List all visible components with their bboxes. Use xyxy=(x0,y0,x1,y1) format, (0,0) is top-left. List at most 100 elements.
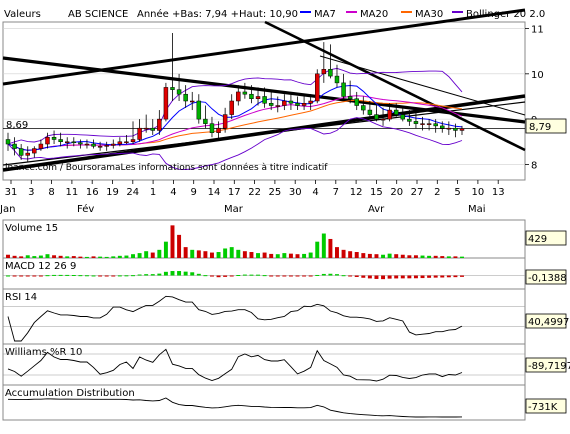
macd-bar xyxy=(150,274,155,276)
volume-bar xyxy=(427,255,432,258)
macd-bar xyxy=(65,274,70,276)
candle-body xyxy=(222,114,228,129)
volume-bar xyxy=(150,252,155,258)
volume-bar xyxy=(361,253,366,258)
price-panel-frame xyxy=(2,21,526,181)
x-month-label: Mar xyxy=(224,204,244,215)
macd-bar xyxy=(315,274,320,276)
trendline xyxy=(264,20,526,152)
macd-bar xyxy=(223,275,228,277)
x-tick-label: 27 xyxy=(411,187,424,198)
candle-body xyxy=(347,96,353,99)
macd-bar xyxy=(52,274,57,276)
macd-bar xyxy=(12,275,17,277)
ma7-line xyxy=(7,84,463,151)
legend: MA7 MA20 MA30 Bollinger 20 2.0 xyxy=(300,9,545,20)
indicator-panel-title: Accumulation Distribution xyxy=(5,388,135,399)
trendline xyxy=(319,55,526,116)
macd-bar xyxy=(420,275,425,279)
candle-body xyxy=(282,100,287,106)
volume-bar xyxy=(52,255,57,258)
candle-body xyxy=(446,127,452,130)
volume-bar xyxy=(335,247,339,258)
legend-swatch-ma20 xyxy=(346,11,357,13)
macd-bar xyxy=(25,275,30,277)
candle-body xyxy=(328,69,333,77)
indicator-value: -731K xyxy=(528,402,558,413)
candle-body xyxy=(216,127,221,133)
candle-body xyxy=(255,96,261,99)
candle-body xyxy=(341,82,346,97)
volume-bar xyxy=(413,255,418,258)
legend-label-ma20: MA20 xyxy=(360,9,388,20)
macd-bar xyxy=(453,275,458,278)
x-tick-label: 13 xyxy=(492,187,505,198)
macd-bar xyxy=(460,275,464,277)
candle-body xyxy=(295,103,300,106)
macd-bar xyxy=(269,275,274,277)
volume-bar xyxy=(183,247,188,258)
candle-body xyxy=(229,100,234,115)
volume-bar xyxy=(58,255,63,258)
candle-body xyxy=(236,91,241,102)
header-name: AB SCIENCE xyxy=(68,9,128,20)
volume-bar xyxy=(203,251,208,258)
candle-body xyxy=(170,87,175,90)
x-tick-label: 14 xyxy=(208,187,221,198)
volume-bar xyxy=(460,256,464,258)
indicator-panel-title: Volume 15 xyxy=(5,223,58,234)
candle-body xyxy=(413,121,419,124)
volume-bar xyxy=(137,253,142,258)
x-month-label: Jan xyxy=(0,204,15,215)
indicator-value: 429 xyxy=(528,234,547,245)
volume-bar xyxy=(341,249,346,258)
macd-bar xyxy=(321,273,326,276)
candle-body xyxy=(130,139,136,143)
macd-bar xyxy=(104,275,109,277)
watermark: inance.com / BoursoramaLes informations … xyxy=(5,162,328,173)
x-tick-label: 5 xyxy=(454,187,460,198)
volume-bar xyxy=(249,252,254,258)
macd-bar xyxy=(157,273,162,276)
indicator-value-box xyxy=(525,357,567,373)
macd-bar xyxy=(387,275,392,279)
volume-bar xyxy=(190,249,195,258)
volume-bar xyxy=(315,241,320,258)
macd-bar xyxy=(98,275,103,277)
volume-bar xyxy=(394,254,399,258)
volume-bar xyxy=(78,256,83,258)
macd-bar xyxy=(262,275,267,277)
volume-bar xyxy=(117,255,122,258)
macd-bar xyxy=(256,274,261,276)
volume-bar xyxy=(6,254,10,258)
x-tick-label: 25 xyxy=(269,187,282,198)
price-y-tick-label: 10 xyxy=(531,70,544,81)
volume-bar xyxy=(433,255,438,258)
macd-bar xyxy=(236,274,241,276)
macd-bar xyxy=(348,275,353,277)
price-grid xyxy=(3,28,525,165)
macd-bar xyxy=(163,271,168,276)
candle-body xyxy=(361,105,366,111)
volume-bar xyxy=(98,256,103,258)
volume-bar xyxy=(302,253,307,258)
volume-bar xyxy=(275,254,280,258)
volume-bar xyxy=(321,233,326,258)
candle-body xyxy=(150,127,155,131)
legend-label-ma7: MA7 xyxy=(314,9,336,20)
macd-bar xyxy=(71,275,76,277)
macd-bar xyxy=(413,275,418,279)
candle-body xyxy=(453,127,458,131)
macd-bar xyxy=(137,274,142,276)
volume-bar xyxy=(144,251,149,258)
volume-bar xyxy=(282,253,287,258)
candle-body xyxy=(367,109,373,115)
volume-bar xyxy=(91,256,96,258)
volume-bar xyxy=(25,255,30,258)
macd-bar xyxy=(328,273,333,276)
candle-body xyxy=(400,114,406,120)
x-tick-label: 17 xyxy=(228,187,241,198)
macd-bar xyxy=(203,275,208,277)
candle-body xyxy=(32,148,37,154)
candle-body xyxy=(420,123,425,125)
